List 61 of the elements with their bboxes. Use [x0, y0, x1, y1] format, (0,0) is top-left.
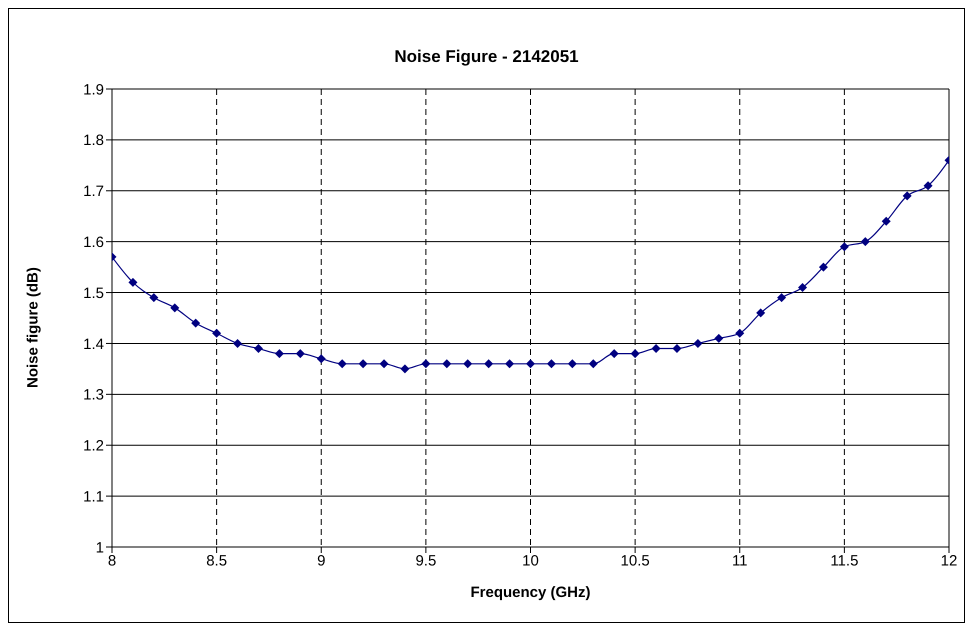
- point: [233, 338, 242, 348]
- point: [546, 359, 556, 368]
- point: [652, 344, 661, 354]
- point: [380, 359, 389, 368]
- y-tick-label: 1.4: [83, 336, 104, 353]
- x-axis-title: Frequency (GHz): [470, 584, 591, 601]
- point: [484, 359, 494, 368]
- point: [568, 359, 577, 368]
- x-tick-label: 10: [522, 552, 539, 570]
- point: [735, 328, 744, 338]
- y-tick-label: 1.6: [83, 234, 104, 251]
- point: [693, 338, 702, 348]
- point: [400, 364, 410, 374]
- point: [526, 359, 535, 368]
- x-tick-label: 8.5: [206, 552, 228, 570]
- point: [610, 349, 619, 358]
- point: [588, 359, 598, 368]
- point: [924, 181, 933, 190]
- y-tick-label: 1.3: [83, 386, 104, 404]
- x-tick-label: 8: [108, 552, 116, 570]
- x-tick-label: 12: [940, 552, 958, 570]
- point: [274, 349, 284, 358]
- point: [254, 344, 263, 354]
- x-tick-label: 10.5: [620, 552, 650, 570]
- x-tick-label: 11: [732, 552, 748, 570]
- y-tick-label: 1: [96, 539, 104, 556]
- y-axis-title: Noise figure (dB): [24, 267, 42, 388]
- y-tick-label: 1.2: [83, 438, 104, 455]
- point: [170, 303, 180, 312]
- point: [818, 262, 828, 272]
- point: [442, 359, 452, 368]
- chart-title: Noise Figure - 2142051: [393, 47, 580, 67]
- x-tick-label: 9.5: [415, 552, 436, 570]
- point: [338, 359, 347, 368]
- point: [421, 359, 430, 368]
- y-tick-label: 1.8: [83, 132, 104, 150]
- point: [798, 282, 808, 292]
- point: [777, 293, 786, 302]
- point: [756, 308, 766, 318]
- point: [128, 278, 138, 287]
- point: [860, 237, 870, 246]
- point: [882, 216, 891, 226]
- point: [630, 349, 640, 358]
- point: [714, 334, 724, 343]
- point: [672, 344, 682, 354]
- point: [212, 328, 222, 338]
- x-tick-label: 9: [317, 552, 326, 570]
- point: [463, 359, 472, 368]
- x-tick-label: 11.5: [830, 552, 858, 570]
- point: [505, 359, 514, 368]
- point: [358, 359, 368, 368]
- y-tick-label: 1.1: [83, 488, 104, 506]
- y-tick-label: 1.9: [83, 81, 104, 98]
- y-tick-label: 1.7: [83, 183, 104, 200]
- point: [296, 349, 305, 358]
- y-tick-label: 1.5: [83, 284, 104, 302]
- point: [191, 318, 200, 328]
- point: [840, 242, 849, 252]
- point: [149, 293, 158, 302]
- point: [902, 191, 912, 200]
- point: [316, 354, 326, 364]
